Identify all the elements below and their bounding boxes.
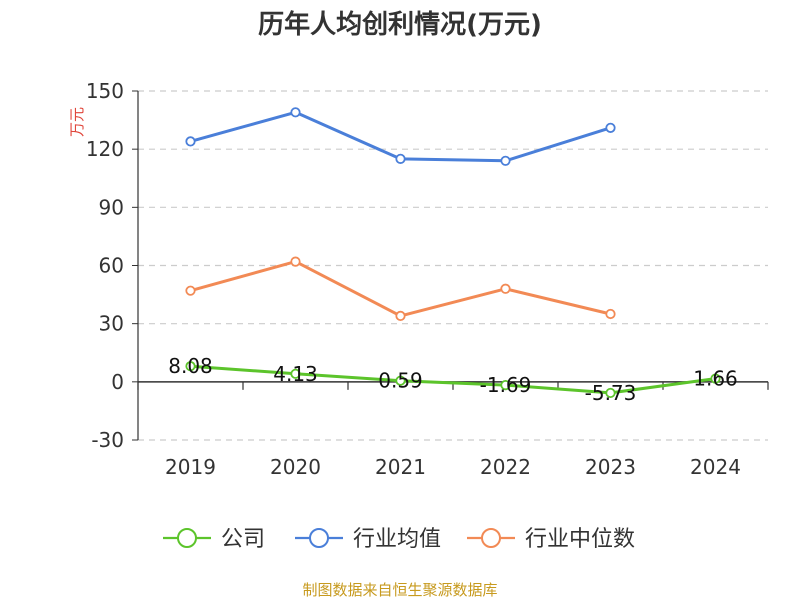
data-point	[605, 387, 616, 399]
series-lines	[185, 107, 721, 399]
data-point	[185, 136, 196, 147]
legend-label: 公司	[221, 527, 265, 552]
data-point	[605, 308, 616, 320]
data-label: 0.59	[378, 369, 423, 393]
legend-swatch-marker	[309, 528, 329, 548]
data-labels: 8.08 4.13 0.59 -1.69 -5.73 1.66	[168, 354, 738, 405]
data-point	[185, 285, 196, 296]
data-point	[290, 107, 301, 118]
legend-label: 行业中位数	[525, 527, 635, 552]
series-line-1	[189, 110, 612, 163]
data-label: -1.69	[480, 373, 532, 397]
legend-swatch-marker	[177, 528, 197, 548]
legend: 公司 行业均值 行业中位数	[163, 527, 635, 552]
data-source-note: 制图数据来自恒生聚源数据库	[302, 581, 498, 599]
data-label: 8.08	[168, 354, 213, 378]
x-tick-label: 2024	[690, 455, 741, 479]
y-tick-label: 120	[86, 137, 124, 161]
series-line-2	[189, 260, 612, 318]
data-point	[395, 153, 406, 164]
data-point	[500, 155, 511, 166]
data-point	[605, 122, 616, 133]
y-axis-unit-label: 万元	[68, 107, 86, 137]
data-point	[290, 256, 301, 267]
y-tick-label: 60	[99, 254, 124, 278]
y-tick-label: 30	[99, 312, 124, 336]
data-point	[395, 375, 406, 386]
x-tick-label: 2020	[270, 455, 321, 479]
data-point	[500, 283, 511, 294]
data-point	[185, 361, 196, 372]
y-tick-label: 150	[86, 79, 124, 103]
legend-item: 公司	[163, 527, 265, 552]
legend-label: 行业均值	[353, 527, 441, 552]
x-tick-label: 2023	[585, 455, 636, 479]
chart-title: 历年人均创利情况(万元)	[258, 10, 542, 40]
series-line-0	[189, 364, 717, 395]
data-label: 4.13	[273, 362, 318, 386]
y-tick-label: 90	[99, 195, 124, 219]
legend-item: 行业均值	[295, 527, 441, 552]
data-label: -5.73	[585, 381, 637, 405]
grid-lines	[138, 90, 768, 441]
y-tick-label: -30	[91, 428, 124, 452]
data-point	[395, 310, 406, 322]
data-point	[500, 380, 511, 391]
y-tick-label: 0	[111, 370, 124, 394]
x-tick-label: 2019	[165, 455, 216, 479]
data-label: 1.66	[693, 367, 738, 391]
x-tick-label: 2022	[480, 455, 531, 479]
x-tick-label: 2021	[375, 455, 426, 479]
legend-item: 行业中位数	[467, 527, 635, 552]
legend-swatch-marker	[481, 528, 501, 548]
data-point	[290, 368, 301, 379]
data-point	[710, 373, 721, 384]
